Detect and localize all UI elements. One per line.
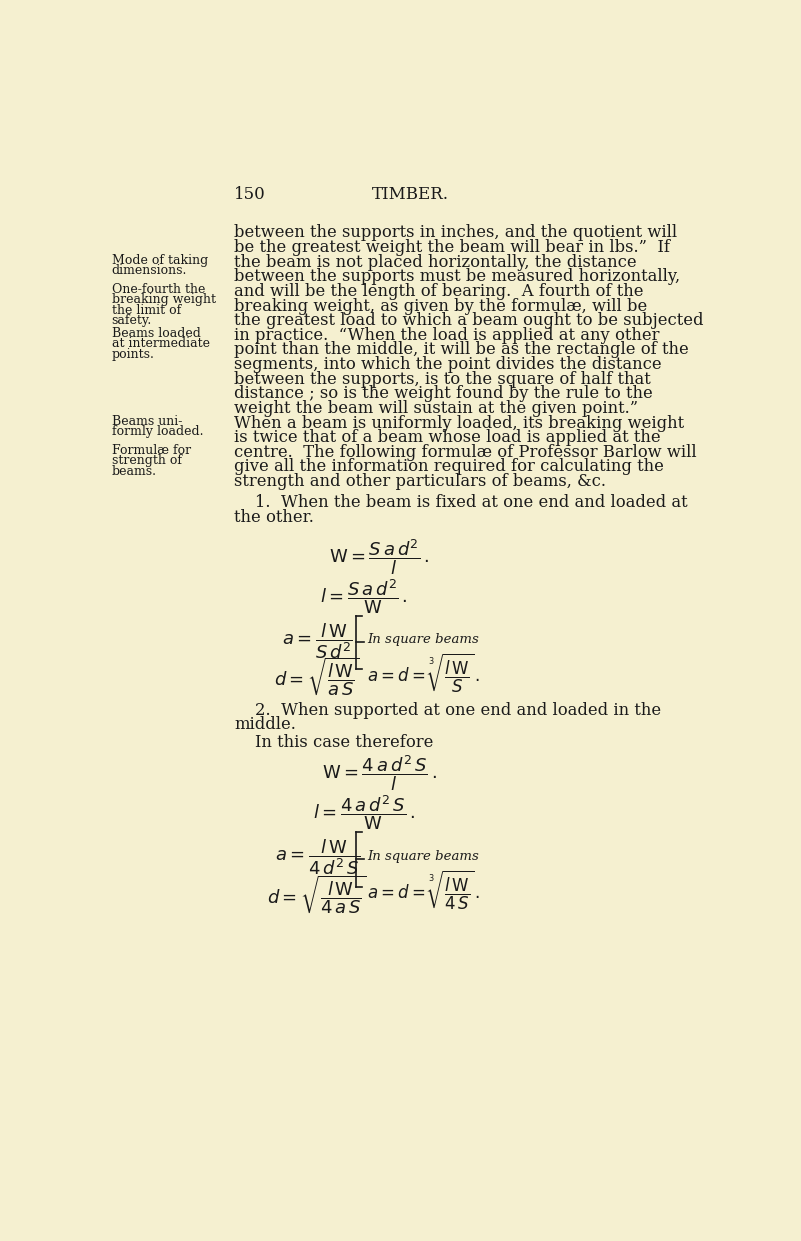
Text: strength and other particulars of beams, &c.: strength and other particulars of beams,…: [234, 473, 606, 490]
Text: 150: 150: [234, 186, 266, 202]
Text: and will be the length of bearing.  A fourth of the: and will be the length of bearing. A fou…: [234, 283, 644, 300]
Text: $l = \dfrac{S\,a\,d^2}{\mathrm{W}}\,.$: $l = \dfrac{S\,a\,d^2}{\mathrm{W}}\,.$: [320, 577, 408, 616]
Text: $d = \sqrt{\dfrac{l\,\mathrm{W}}{a\,S}}$: $d = \sqrt{\dfrac{l\,\mathrm{W}}{a\,S}}$: [275, 655, 360, 697]
Text: $\mathrm{W} = \dfrac{S\,a\,d^2}{l}\,.$: $\mathrm{W} = \dfrac{S\,a\,d^2}{l}\,.$: [329, 537, 429, 577]
Text: distance ; so is the weight found by the rule to the: distance ; so is the weight found by the…: [234, 385, 653, 402]
Text: between the supports in inches, and the quotient will: between the supports in inches, and the …: [234, 225, 678, 242]
Text: Formulæ for: Formulæ for: [112, 444, 191, 457]
Text: Mode of taking: Mode of taking: [112, 253, 208, 267]
Text: weight the beam will sustain at the given point.”: weight the beam will sustain at the give…: [234, 400, 638, 417]
Text: is twice that of a beam whose load is applied at the: is twice that of a beam whose load is ap…: [234, 429, 661, 447]
Text: breaking weight: breaking weight: [112, 293, 215, 307]
Text: point than the middle, it will be as the rectangle of the: point than the middle, it will be as the…: [234, 341, 689, 359]
Text: the beam is not placed horizontally, the distance: the beam is not placed horizontally, the…: [234, 253, 637, 271]
Text: $a = d = \sqrt[3]{\dfrac{l\,\mathrm{W}}{4\,S}}\,.$: $a = d = \sqrt[3]{\dfrac{l\,\mathrm{W}}{…: [367, 869, 480, 912]
Text: safety.: safety.: [112, 314, 152, 328]
Text: middle.: middle.: [234, 716, 296, 733]
Text: $d = \sqrt{\dfrac{l\,\mathrm{W}}{4\,a\,S}}$: $d = \sqrt{\dfrac{l\,\mathrm{W}}{4\,a\,S…: [268, 874, 367, 916]
Text: $a = d = \sqrt[3]{\dfrac{l\,\mathrm{W}}{S}}\,.$: $a = d = \sqrt[3]{\dfrac{l\,\mathrm{W}}{…: [367, 652, 480, 695]
Text: between the supports must be measured horizontally,: between the supports must be measured ho…: [234, 268, 680, 285]
Text: $l = \dfrac{4\,a\,d^2\,S}{\mathrm{W}}\,.$: $l = \dfrac{4\,a\,d^2\,S}{\mathrm{W}}\,.…: [312, 793, 415, 831]
Text: be the greatest weight the beam will bear in lbs.”  If: be the greatest weight the beam will bea…: [234, 240, 670, 256]
Text: breaking weight, as given by the formulæ, will be: breaking weight, as given by the formulæ…: [234, 298, 647, 314]
Text: When a beam is uniformly loaded, its breaking weight: When a beam is uniformly loaded, its bre…: [234, 414, 684, 432]
Text: One-fourth the: One-fourth the: [112, 283, 205, 295]
Text: $a = \dfrac{l\,\mathrm{W}}{4\,d^2\,S}$: $a = \dfrac{l\,\mathrm{W}}{4\,d^2\,S}$: [275, 838, 360, 877]
Text: the limit of: the limit of: [112, 304, 181, 316]
Text: Beams uni-: Beams uni-: [112, 414, 182, 428]
Text: dimensions.: dimensions.: [112, 264, 187, 277]
Text: in practice.  “When the load is applied at any other: in practice. “When the load is applied a…: [234, 326, 660, 344]
Text: formly loaded.: formly loaded.: [112, 424, 203, 438]
Text: centre.  The following formulæ of Professor Barlow will: centre. The following formulæ of Profess…: [234, 444, 697, 460]
Text: points.: points.: [112, 347, 155, 361]
Text: segments, into which the point divides the distance: segments, into which the point divides t…: [234, 356, 662, 374]
Text: between the supports, is to the square of half that: between the supports, is to the square o…: [234, 371, 651, 387]
Text: $\mathrm{W} = \dfrac{4\,a\,d^2\,S}{l}\,.$: $\mathrm{W} = \dfrac{4\,a\,d^2\,S}{l}\,.…: [322, 753, 437, 793]
Text: In this case therefore: In this case therefore: [234, 733, 433, 751]
Text: at intermediate: at intermediate: [112, 338, 210, 350]
Text: TIMBER.: TIMBER.: [372, 186, 449, 202]
Text: 1.  When the beam is fixed at one end and loaded at: 1. When the beam is fixed at one end and…: [234, 494, 688, 511]
Text: beams.: beams.: [112, 464, 157, 478]
Text: Beams loaded: Beams loaded: [112, 326, 200, 340]
Text: strength of: strength of: [112, 454, 182, 467]
Text: give all the information required for calculating the: give all the information required for ca…: [234, 458, 664, 475]
Text: 2.  When supported at one end and loaded in the: 2. When supported at one end and loaded …: [234, 701, 662, 719]
Text: the greatest load to which a beam ought to be subjected: the greatest load to which a beam ought …: [234, 313, 704, 329]
Text: the other.: the other.: [234, 509, 314, 525]
Text: In square beams: In square beams: [367, 633, 478, 647]
Text: In square beams: In square beams: [367, 850, 478, 862]
Text: $a = \dfrac{l\,\mathrm{W}}{S\,d^2}$: $a = \dfrac{l\,\mathrm{W}}{S\,d^2}$: [282, 622, 352, 661]
